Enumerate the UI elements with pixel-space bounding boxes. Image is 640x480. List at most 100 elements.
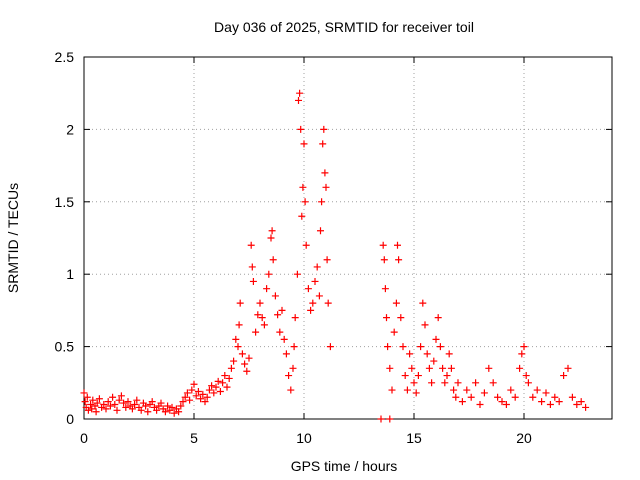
data-point <box>287 386 295 394</box>
data-point <box>92 408 100 416</box>
data-point <box>227 364 235 372</box>
data-point <box>324 299 332 307</box>
data-point <box>199 390 207 398</box>
data-point <box>183 389 191 397</box>
data-point <box>412 389 420 397</box>
grid-lines <box>84 57 612 419</box>
data-point <box>265 270 273 278</box>
data-point <box>128 405 136 413</box>
data-point <box>241 360 249 368</box>
data-point <box>443 372 451 380</box>
x-tick-labels: 0 5 10 15 20 <box>80 430 532 446</box>
data-point <box>445 350 453 358</box>
data-point <box>295 96 302 104</box>
data-point <box>388 386 396 394</box>
data-point <box>243 367 251 375</box>
data-point <box>494 393 502 401</box>
data-point <box>472 379 480 387</box>
y-axis-label: SRMTID / TECUs <box>5 183 21 293</box>
data-point <box>555 398 563 406</box>
data-point <box>452 393 460 401</box>
data-point <box>175 408 183 416</box>
data-point <box>221 372 229 380</box>
data-point <box>432 335 440 343</box>
data-point <box>441 379 449 387</box>
data-point <box>296 89 304 97</box>
data-point <box>447 364 455 372</box>
data-point <box>463 386 471 394</box>
data-point <box>298 212 306 220</box>
data-point <box>234 343 242 351</box>
data-point <box>304 285 312 293</box>
data-point <box>236 299 244 307</box>
data-point <box>254 311 262 319</box>
data-point <box>142 402 150 410</box>
data-points <box>80 89 590 423</box>
data-point <box>144 408 152 416</box>
data-point <box>131 401 139 409</box>
data-point <box>282 350 290 358</box>
data-point <box>161 408 169 416</box>
x-tick-label: 20 <box>516 430 532 446</box>
data-point <box>203 393 211 401</box>
data-point <box>258 314 266 322</box>
data-point <box>168 403 176 411</box>
data-point <box>419 299 427 307</box>
data-point <box>516 364 524 372</box>
data-point <box>210 389 218 397</box>
data-point <box>95 395 103 403</box>
data-point <box>252 328 260 336</box>
data-point <box>390 328 398 336</box>
data-point <box>115 396 123 404</box>
data-point <box>321 169 329 177</box>
y-tick-label: 0 <box>66 411 74 427</box>
data-point <box>249 277 257 285</box>
data-point <box>315 292 323 300</box>
x-tick-label: 0 <box>80 430 88 446</box>
x-tick-label: 15 <box>406 430 422 446</box>
data-point <box>84 406 92 414</box>
data-point <box>276 328 284 336</box>
data-point <box>542 389 550 397</box>
data-point <box>377 415 385 423</box>
data-point <box>300 140 308 148</box>
data-point <box>439 364 447 372</box>
data-point <box>326 343 334 351</box>
data-point <box>480 389 488 397</box>
x-axis-label: GPS time / hours <box>291 458 398 474</box>
data-point <box>386 415 394 423</box>
data-point <box>392 299 400 307</box>
data-point <box>197 395 205 403</box>
data-point <box>190 380 198 388</box>
data-point <box>380 256 388 264</box>
data-point <box>104 398 112 406</box>
data-point <box>278 306 286 314</box>
data-point <box>507 386 515 394</box>
data-point <box>397 314 405 322</box>
data-point <box>502 401 510 409</box>
data-point <box>247 241 255 249</box>
data-point <box>93 399 101 407</box>
data-point <box>430 357 438 365</box>
data-point <box>323 256 331 264</box>
data-point <box>399 343 407 351</box>
data-point <box>102 405 110 413</box>
data-point <box>106 402 114 410</box>
data-point <box>289 364 297 372</box>
data-point <box>568 393 576 401</box>
data-point <box>80 389 88 397</box>
data-point <box>194 387 202 395</box>
y-tick-labels: 0 0.5 1 1.5 2 2.5 <box>55 49 75 427</box>
x-tick-label: 5 <box>190 430 198 446</box>
data-point <box>476 401 484 409</box>
data-point <box>454 379 462 387</box>
plot-frame <box>83 56 613 420</box>
data-point <box>89 396 97 404</box>
data-point <box>269 256 277 264</box>
data-point <box>436 343 444 351</box>
tick-marks <box>83 56 612 420</box>
data-point <box>81 398 89 406</box>
y-tick-label: 2.5 <box>55 49 75 65</box>
